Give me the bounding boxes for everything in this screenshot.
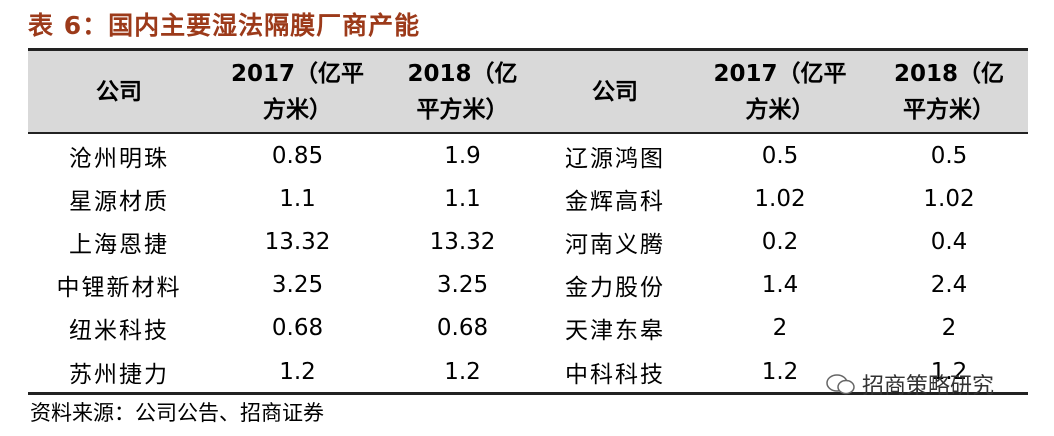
- company-cell: 苏州捷力: [69, 361, 169, 388]
- capacity-cell: 1.1: [444, 185, 481, 212]
- header-cell: 2018（亿平方米）: [870, 51, 1028, 132]
- company-cell: 沧州明珠: [69, 145, 169, 172]
- top-rule: [28, 48, 1028, 51]
- company-cell: 河南义腾: [565, 231, 665, 258]
- bottom-rule: [28, 392, 1028, 395]
- header-background: [28, 51, 1028, 132]
- capacity-cell: 1.2: [444, 358, 481, 385]
- capacity-cell: 1.9: [444, 142, 481, 169]
- capacity-cell: 0.5: [930, 142, 968, 169]
- capacity-cell: 2: [772, 315, 788, 342]
- company-cell: 金力股份: [565, 275, 665, 302]
- capacity-cell: 2: [941, 315, 957, 342]
- capacity-cell: 1.2: [279, 358, 316, 385]
- header-text: 2017（亿平方米）: [230, 60, 364, 123]
- capacity-cell: 2.4: [930, 272, 968, 299]
- company-cell: 中锂新材料: [56, 275, 182, 302]
- header-cell: 公司: [540, 51, 690, 132]
- company-cell: 辽源鸿图: [565, 145, 665, 172]
- watermark-icon: [826, 374, 855, 395]
- watermark: 招商策略研究: [862, 374, 995, 399]
- table-title: 表 6：国内主要湿法隔膜厂商产能: [28, 11, 421, 40]
- company-cell: 金辉高科: [565, 188, 665, 215]
- header-cell: 2018（亿平方米）: [385, 51, 540, 132]
- capacity-cell: 0.85: [271, 142, 324, 169]
- capacity-cell: 0.68: [271, 315, 324, 342]
- capacity-cell: 1.4: [761, 272, 799, 299]
- company-cell: 纽米科技: [69, 318, 169, 345]
- capacity-cell: 13.32: [264, 228, 331, 255]
- header-cell: 2017（亿平方米）: [210, 51, 385, 132]
- capacity-cell: 1.02: [923, 185, 975, 212]
- capacity-cell: 3.25: [436, 272, 489, 299]
- header-text: 公司: [96, 78, 142, 105]
- header-cell: 2017（亿平方米）: [690, 51, 870, 132]
- capacity-cell: 1.1: [279, 185, 316, 212]
- capacity-cell: 0.68: [436, 315, 489, 342]
- header-text: 2017（亿平方米）: [713, 60, 847, 123]
- capacity-cell: 3.25: [271, 272, 324, 299]
- capacity-cell: 0.4: [930, 228, 968, 255]
- header-text: 公司: [592, 78, 638, 105]
- source-note: 资料来源：公司公告、招商证券: [30, 401, 324, 425]
- company-cell: 上海恩捷: [69, 231, 169, 258]
- company-cell: 中科科技: [565, 361, 665, 388]
- capacity-cell: 0.5: [761, 142, 799, 169]
- header-text: 2018（亿平方米）: [407, 60, 518, 123]
- header-text: 2018（亿平方米）: [893, 60, 1004, 123]
- capacity-cell: 0.2: [761, 228, 799, 255]
- company-cell: 星源材质: [69, 188, 169, 215]
- header-cell: 公司: [28, 51, 210, 132]
- header-rule: [28, 132, 1028, 134]
- capacity-cell: 13.32: [429, 228, 496, 255]
- capacity-cell: 1.02: [754, 185, 806, 212]
- capacity-cell: 1.2: [930, 358, 968, 385]
- capacity-cell: 1.2: [761, 358, 799, 385]
- company-cell: 天津东皋: [565, 318, 665, 345]
